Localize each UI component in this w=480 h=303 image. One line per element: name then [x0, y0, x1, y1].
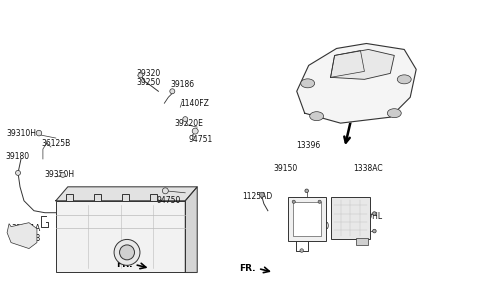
Circle shape: [36, 130, 42, 136]
Text: 39181A: 39181A: [11, 224, 40, 233]
Text: 13396: 13396: [296, 141, 320, 149]
Circle shape: [305, 189, 309, 193]
Polygon shape: [297, 44, 416, 123]
Text: 39150: 39150: [274, 165, 298, 173]
Text: 39220E: 39220E: [174, 119, 203, 128]
Polygon shape: [7, 223, 37, 248]
Text: 1220HL: 1220HL: [353, 212, 383, 221]
Circle shape: [372, 212, 376, 215]
Text: FR.: FR.: [116, 260, 132, 269]
Circle shape: [170, 89, 175, 94]
Text: 39250: 39250: [136, 78, 161, 87]
Text: 39350H: 39350H: [45, 170, 75, 179]
FancyBboxPatch shape: [150, 194, 157, 201]
Circle shape: [259, 192, 264, 197]
Polygon shape: [185, 187, 197, 272]
Text: 94750: 94750: [156, 196, 181, 205]
Text: FR.: FR.: [240, 264, 256, 273]
FancyBboxPatch shape: [122, 194, 129, 201]
Circle shape: [372, 229, 376, 233]
Circle shape: [183, 117, 188, 122]
Text: 1140FZ: 1140FZ: [180, 99, 209, 108]
Polygon shape: [56, 187, 197, 201]
FancyBboxPatch shape: [288, 197, 325, 241]
Ellipse shape: [310, 112, 324, 121]
Text: 39186: 39186: [170, 80, 194, 89]
Circle shape: [138, 73, 143, 78]
Circle shape: [318, 200, 321, 203]
Circle shape: [162, 188, 168, 194]
Text: 39310H: 39310H: [6, 128, 36, 138]
Polygon shape: [331, 49, 394, 79]
Text: 39110: 39110: [306, 222, 330, 231]
Text: 1338AC: 1338AC: [353, 165, 383, 173]
Ellipse shape: [397, 75, 411, 84]
Text: 36125B: 36125B: [11, 234, 40, 243]
Text: 36125B: 36125B: [41, 138, 70, 148]
FancyBboxPatch shape: [56, 201, 185, 272]
Circle shape: [60, 172, 65, 177]
FancyBboxPatch shape: [331, 197, 371, 238]
FancyBboxPatch shape: [357, 238, 369, 245]
Circle shape: [300, 249, 303, 252]
Circle shape: [192, 128, 198, 134]
Circle shape: [114, 239, 140, 265]
FancyBboxPatch shape: [66, 194, 73, 201]
Text: 1125AD: 1125AD: [242, 192, 272, 201]
Text: 94751: 94751: [188, 135, 213, 144]
Text: 39320: 39320: [136, 69, 161, 78]
Text: 39180: 39180: [5, 152, 29, 161]
Ellipse shape: [301, 79, 315, 88]
Ellipse shape: [387, 109, 401, 118]
FancyBboxPatch shape: [94, 194, 101, 201]
Circle shape: [120, 245, 134, 260]
Circle shape: [292, 200, 295, 203]
FancyBboxPatch shape: [293, 202, 321, 236]
Circle shape: [15, 170, 21, 175]
